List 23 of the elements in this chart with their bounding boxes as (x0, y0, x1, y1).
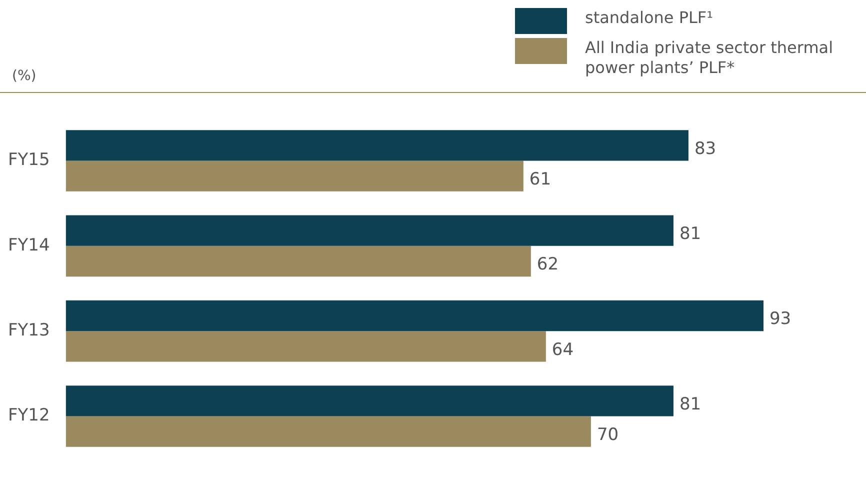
text: (%) (12, 68, 36, 84)
data-label: 70 (596, 424, 619, 445)
bar (66, 300, 764, 332)
legend-label: All India private sector thermal power plants’ PLF* (585, 38, 834, 78)
data-label: 83 (694, 138, 716, 159)
bar (66, 416, 591, 447)
legend-label: standalone PLF¹ (585, 8, 713, 28)
data-label: 61 (529, 170, 552, 190)
data-label: 64 (552, 340, 574, 360)
data-label: 93 (769, 309, 792, 330)
data-label: 81 (679, 394, 702, 414)
bar (66, 160, 524, 192)
y-tick-label: FY14 (8, 235, 50, 256)
bar (66, 386, 674, 416)
bar (66, 331, 546, 362)
bar (66, 130, 688, 161)
y-tick-label: FY12 (8, 406, 50, 426)
y-tick-label: FY13 (8, 320, 50, 340)
data-label: 62 (536, 254, 559, 275)
bar (66, 215, 674, 246)
y-tick-label: FY15 (8, 150, 50, 170)
bar (66, 246, 531, 277)
data-label: 81 (679, 224, 702, 244)
